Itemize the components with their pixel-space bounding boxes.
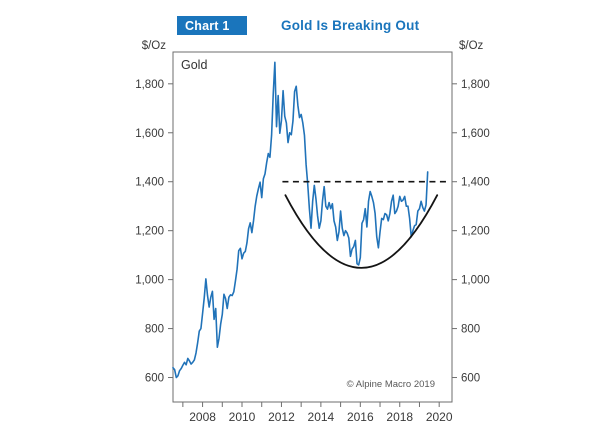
chart-title: Gold Is Breaking Out <box>281 18 420 33</box>
y-axis-label-right: 1,200 <box>461 226 490 238</box>
x-axis-label: 2018 <box>386 410 413 424</box>
y-axis-label-left: 600 <box>145 373 164 385</box>
x-axis-label: 2016 <box>347 410 374 424</box>
x-axis-label: 2012 <box>268 410 295 424</box>
x-axis-label: 2010 <box>229 410 256 424</box>
chart-number-badge: Chart 1 <box>177 16 247 35</box>
y-axis-label-left: 1,000 <box>135 275 164 287</box>
y-axis-label-right: 600 <box>461 373 480 385</box>
y-axis-label-right: 1,600 <box>461 128 490 140</box>
x-axis-label: 2020 <box>426 410 453 424</box>
cup-base-curve <box>284 194 439 269</box>
y-axis-label-right: 1,400 <box>461 177 490 189</box>
copyright-label: © Alpine Macro 2019 <box>347 379 435 390</box>
y-axis-label-left: 1,400 <box>135 177 164 189</box>
x-axis-label: 2008 <box>189 410 216 424</box>
plot-frame <box>172 51 453 403</box>
x-axis-label: 2014 <box>308 410 335 424</box>
left-axis-unit: $/Oz <box>142 40 167 52</box>
y-axis-label-right: 1,000 <box>461 275 490 287</box>
y-axis-label-left: 1,200 <box>135 226 164 238</box>
series-label: Gold <box>181 58 207 72</box>
y-axis-label-left: 800 <box>145 324 164 336</box>
right-axis-unit: $/Oz <box>459 40 484 52</box>
y-axis-label-left: 1,600 <box>135 128 164 140</box>
chart-header: Chart 1 Gold Is Breaking Out <box>177 16 419 35</box>
y-axis-label-left: 1,800 <box>135 79 164 91</box>
y-axis-label-right: 1,800 <box>461 79 490 91</box>
gold-price-line <box>172 61 429 379</box>
y-axis-label-right: 800 <box>461 324 480 336</box>
